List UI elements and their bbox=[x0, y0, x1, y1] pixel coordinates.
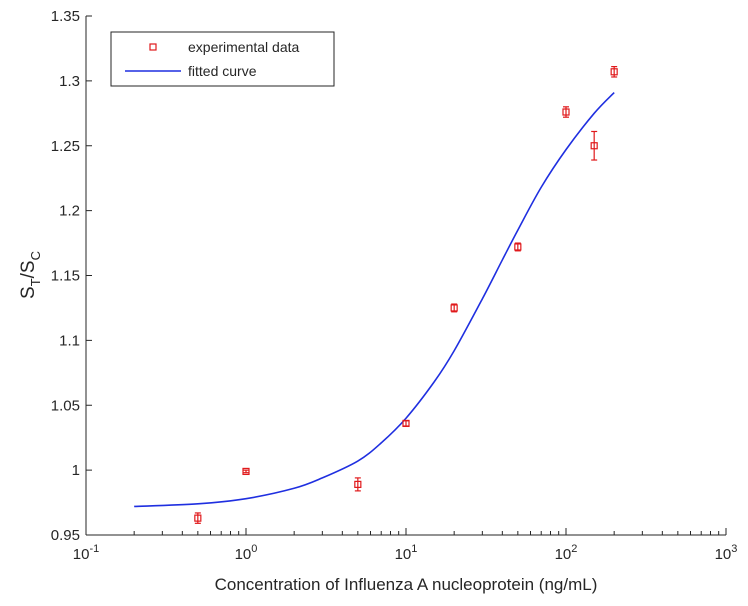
x-axis-label: Concentration of Influenza A nucleoprote… bbox=[215, 575, 598, 594]
y-label-base: S bbox=[18, 286, 39, 299]
x-tick-label: 103 bbox=[715, 543, 738, 563]
y-tick-label: 1.15 bbox=[51, 268, 80, 285]
data-point-marker bbox=[354, 480, 362, 488]
legend-box bbox=[110, 31, 335, 87]
data-point bbox=[242, 467, 250, 476]
data-point-marker bbox=[242, 467, 250, 476]
legend-label-experimental: experimental data bbox=[188, 39, 300, 55]
x-tick-label: 10-1 bbox=[73, 543, 99, 563]
x-tick-label: 101 bbox=[395, 543, 418, 563]
data-point bbox=[590, 130, 598, 161]
y-tick-label: 1.05 bbox=[51, 397, 80, 414]
plot-area bbox=[86, 16, 726, 535]
y-tick-label: 0.95 bbox=[51, 527, 80, 544]
data-point-marker bbox=[402, 419, 410, 428]
x-tick-label: 102 bbox=[555, 543, 578, 563]
legend: experimental data fitted curve bbox=[110, 31, 335, 87]
data-point-marker bbox=[450, 304, 458, 312]
y-tick-label: 1.25 bbox=[51, 138, 80, 155]
y-tick-label: 1.35 bbox=[51, 8, 80, 25]
data-point bbox=[194, 512, 202, 524]
data-point bbox=[402, 419, 410, 428]
x-tick-label: 100 bbox=[235, 543, 258, 563]
data-point-marker bbox=[590, 142, 598, 150]
data-points-layer bbox=[194, 66, 618, 524]
legend-label-fitted: fitted curve bbox=[188, 63, 257, 79]
data-point bbox=[354, 477, 362, 492]
data-point bbox=[450, 303, 458, 313]
data-point-marker bbox=[194, 514, 202, 522]
y-tick-label: 1.2 bbox=[59, 203, 80, 220]
axes: 0.95 1 1.05 1.1 1.15 1.2 1.25 1.3 1.35 10-1 100 101… bbox=[51, 8, 738, 563]
data-point bbox=[610, 66, 618, 78]
data-point-marker bbox=[514, 243, 522, 251]
y-label-sub2: C bbox=[28, 251, 43, 260]
fitted-curve-layer bbox=[134, 91, 615, 508]
fitted-curve-line bbox=[134, 91, 615, 508]
y-tick-label: 1.3 bbox=[59, 73, 80, 90]
data-point bbox=[562, 106, 570, 118]
y-tick-label: 1.1 bbox=[59, 332, 80, 349]
legend-marker-experimental bbox=[149, 43, 157, 51]
y-tick-label: 1 bbox=[72, 462, 80, 479]
y-label-sub1: T bbox=[28, 278, 43, 286]
y-label-sep: /S bbox=[18, 260, 39, 278]
data-point-marker bbox=[610, 68, 618, 76]
y-axis-label: ST/SC bbox=[18, 251, 43, 299]
data-point-marker bbox=[562, 108, 570, 116]
data-point bbox=[514, 242, 522, 252]
